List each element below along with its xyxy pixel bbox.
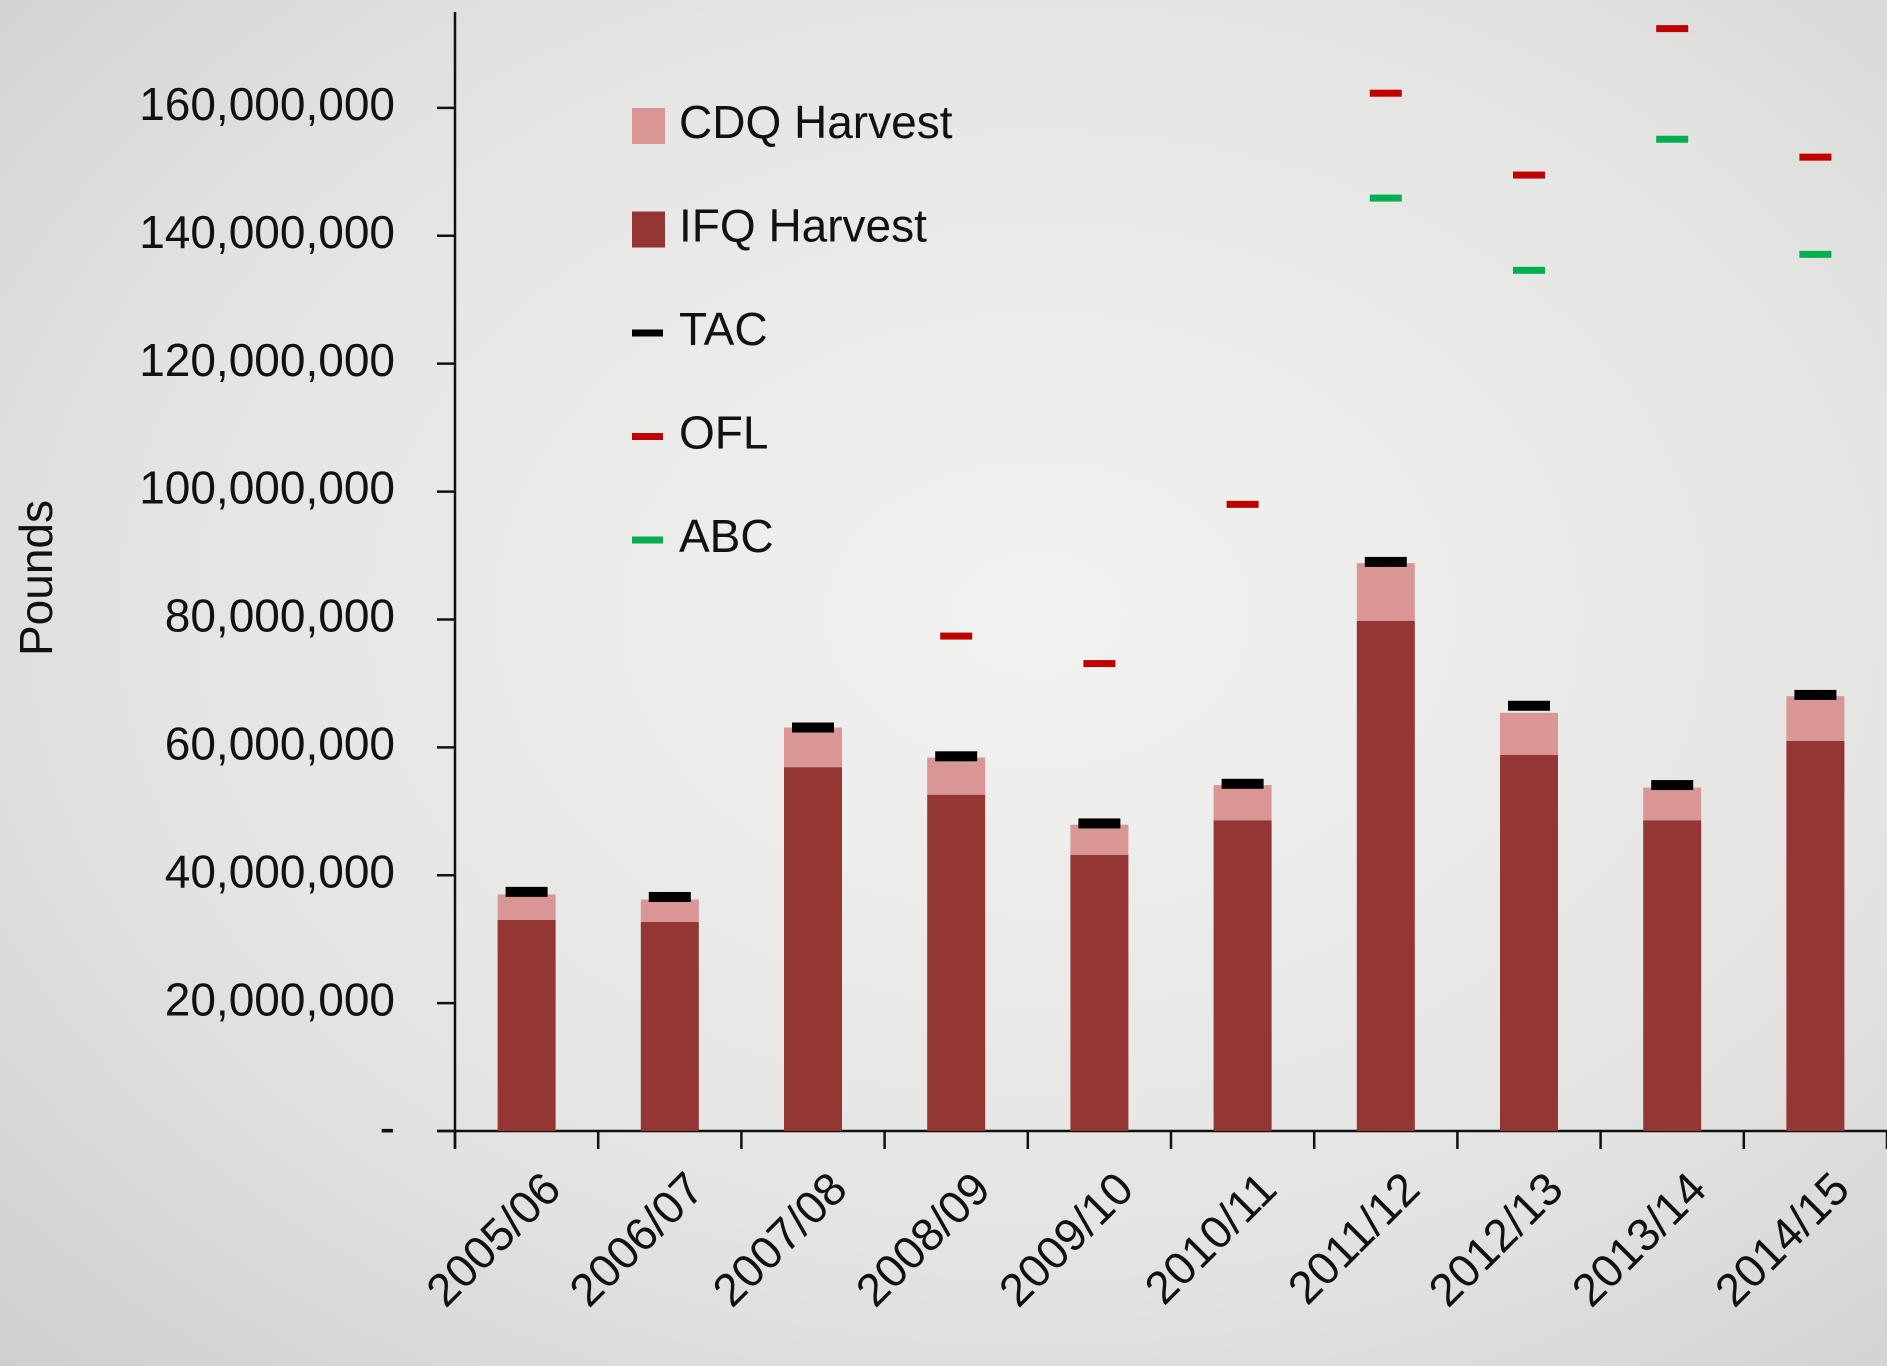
bar-segment <box>927 757 986 795</box>
x-tick-label: 2011/12 <box>1278 1162 1430 1314</box>
marker <box>940 632 973 640</box>
bar-segment <box>1786 696 1845 741</box>
bar-segment <box>497 894 556 920</box>
y-tick-label: 160,000,000 <box>139 78 395 130</box>
bar-segment <box>1643 787 1702 821</box>
x-tick-label: 2012/13 <box>1418 1162 1572 1316</box>
legend-swatch <box>632 329 663 337</box>
marker <box>792 722 834 733</box>
x-tick-label: 2014/15 <box>1705 1162 1859 1316</box>
marker <box>1794 689 1837 700</box>
bar-segment <box>1356 620 1415 1131</box>
marker <box>1513 171 1545 179</box>
marker <box>1083 660 1116 668</box>
marker <box>1508 700 1550 711</box>
bar-segment <box>1643 820 1702 1131</box>
bar-segment <box>640 899 699 922</box>
marker <box>1369 89 1402 97</box>
marker <box>1656 135 1689 143</box>
y-tick-label: 100,000,000 <box>139 462 395 514</box>
marker <box>1651 780 1694 791</box>
x-tick-label: 2007/08 <box>702 1162 856 1316</box>
x-tick-label: 2009/10 <box>989 1162 1143 1316</box>
legend-label: CDQ Harvest <box>679 96 953 148</box>
marker <box>935 751 978 762</box>
marker <box>1369 194 1402 202</box>
bar-segment <box>1070 824 1129 855</box>
x-tick-label: 2010/11 <box>1134 1162 1286 1314</box>
x-tick-label: 2008/09 <box>846 1162 1000 1316</box>
marker <box>1799 153 1832 161</box>
marker <box>505 886 548 897</box>
marker <box>1656 25 1689 33</box>
legend-label: ABC <box>679 510 774 562</box>
legend-swatch <box>632 433 663 440</box>
legend-label: OFL <box>679 407 768 459</box>
bar-segment <box>927 794 986 1131</box>
legend-label: TAC <box>679 303 768 355</box>
marker <box>1799 250 1832 258</box>
bar-segment <box>1786 740 1845 1131</box>
marker <box>1364 556 1407 567</box>
legend-swatch <box>632 536 663 544</box>
x-tick-label: 2013/14 <box>1562 1162 1716 1316</box>
marker <box>1513 266 1545 274</box>
y-tick-label: 80,000,000 <box>165 590 395 642</box>
marker <box>1221 778 1264 789</box>
legend-label: IFQ Harvest <box>679 200 927 252</box>
bar-segment <box>1070 854 1129 1131</box>
y-tick-label: - <box>380 1101 395 1153</box>
y-axis-title: Pounds <box>10 500 62 656</box>
bar-segment <box>1500 755 1558 1131</box>
bar-segment <box>1356 563 1415 621</box>
bar-segment <box>1213 785 1272 821</box>
bar-segment <box>1500 712 1558 756</box>
y-tick-label: 40,000,000 <box>165 845 395 897</box>
y-tick-label: 20,000,000 <box>165 973 395 1025</box>
bar-segment <box>497 919 556 1131</box>
bar-segment <box>784 727 842 768</box>
y-tick-label: 140,000,000 <box>139 206 395 258</box>
y-tick-label: 60,000,000 <box>165 717 395 769</box>
legend-swatch <box>632 108 665 144</box>
bar-segment <box>1213 820 1272 1131</box>
marker <box>1226 500 1259 508</box>
y-tick-label: 120,000,000 <box>139 334 395 386</box>
legend-swatch <box>632 211 665 248</box>
bar-segment <box>640 921 699 1131</box>
marker <box>1078 818 1121 829</box>
marker <box>648 891 691 902</box>
x-tick-label: 2005/06 <box>416 1162 570 1316</box>
x-tick-label: 2006/07 <box>559 1162 713 1316</box>
bar-segment <box>784 767 842 1131</box>
